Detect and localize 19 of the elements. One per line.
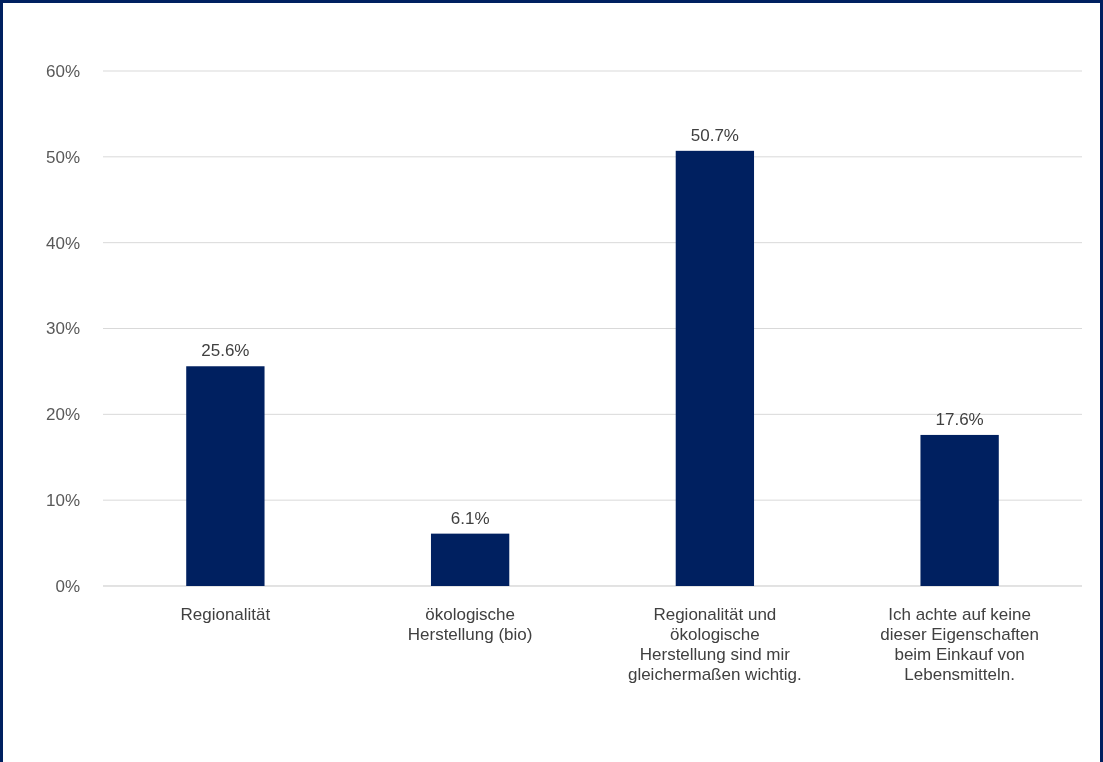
x-tick-label: Ich achte auf keine dieser Eigenschaften beim Einkauf von Lebensmitteln. bbox=[880, 605, 1040, 684]
x-tick-label: Regionalität bbox=[180, 605, 271, 624]
data-label: 25.6% bbox=[201, 341, 250, 361]
x-tick-label: Regionalität und ökologische Herstellung sind mir gleichermaßen wichtig. bbox=[627, 605, 802, 684]
y-tick-label: 40% bbox=[45, 233, 80, 253]
y-tick-label: 20% bbox=[45, 405, 80, 425]
bar bbox=[430, 533, 510, 586]
y-tick-label: 60% bbox=[45, 61, 80, 81]
data-label: 50.7% bbox=[690, 125, 739, 145]
y-tick-label: 0% bbox=[55, 576, 80, 596]
bar bbox=[920, 434, 999, 586]
y-tick-label: 10% bbox=[45, 491, 80, 511]
y-tick-label: 50% bbox=[45, 147, 80, 167]
y-tick-label: 30% bbox=[45, 319, 80, 339]
data-label: 17.6% bbox=[935, 409, 984, 429]
bar bbox=[675, 150, 755, 586]
data-label: 6.1% bbox=[450, 508, 490, 528]
x-tick-label: ökologische Herstellung (bio) bbox=[407, 605, 533, 644]
bar bbox=[186, 366, 265, 586]
